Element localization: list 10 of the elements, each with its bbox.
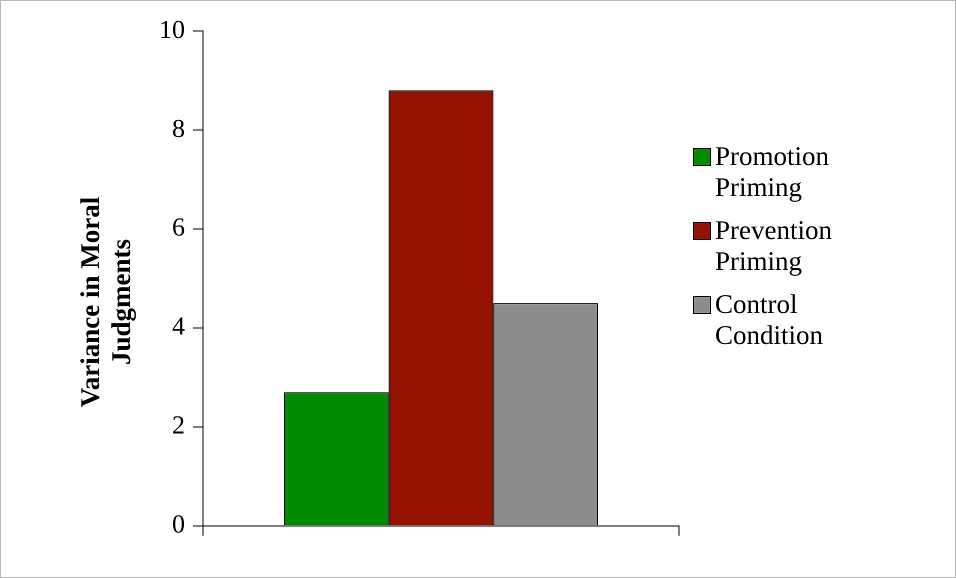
y-tick-label: 4 [172,312,185,341]
y-axis-title: Variance in Moral Judgments [75,196,137,410]
legend-label: Prevention Priming [715,215,833,277]
y-tick-label: 2 [172,410,185,440]
y-tick-label: 6 [172,212,185,242]
legend-label: Control Condition [715,289,824,351]
legend-label: Promotion Priming [715,141,830,203]
y-tick-label: 8 [172,114,185,143]
y-tick-label: 10 [159,14,185,44]
y-tick-label: 0 [172,510,185,539]
